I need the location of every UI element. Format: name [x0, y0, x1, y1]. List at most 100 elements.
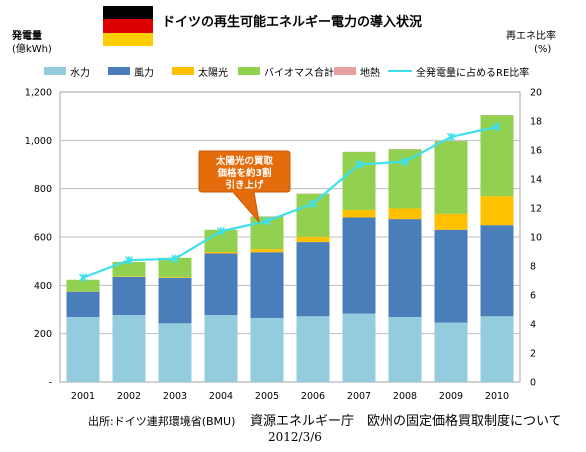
x-axis-tick-label: 2010	[485, 391, 509, 402]
legend-item-wind: 風力	[108, 64, 154, 79]
bar-segment	[158, 323, 192, 382]
legend-swatch-solar	[172, 67, 194, 75]
bar-segment	[112, 315, 146, 382]
bar-segment	[250, 249, 284, 253]
left-axis-tick-label: 600	[34, 233, 52, 244]
bar-segment	[66, 279, 100, 292]
bar-segment	[158, 277, 192, 278]
bar-segment	[66, 291, 100, 317]
legend-swatch-hydro	[44, 67, 66, 75]
legend: 水力 風力 太陽光 バイオマス合計 地熱 全発電量に占めるRE比率	[44, 64, 584, 79]
left-axis-tick-label: 400	[34, 281, 52, 292]
chart-title: ドイツの再生可能エネルギー電力の導入状況	[162, 15, 423, 30]
legend-label-geothermal: 地熱	[360, 67, 380, 79]
legend-item-solar: 太陽光	[172, 64, 228, 79]
right-axis-tick-label: 20	[530, 88, 542, 99]
right-axis-tick-label: 18	[530, 117, 542, 128]
left-axis-tick-label: -	[49, 378, 52, 389]
right-axis-label-line2: (%)	[534, 44, 552, 55]
callout-text-line2: 価格を約3割	[216, 167, 271, 179]
x-axis-tick-label: 2006	[301, 391, 325, 402]
source-note: 出所:ドイツ連邦環境省(BMU)	[88, 415, 236, 428]
legend-label-solar: 太陽光	[198, 67, 228, 79]
bar-segment	[250, 252, 284, 318]
bar-segment	[250, 317, 284, 382]
x-axis-tick-label: 2004	[209, 391, 233, 402]
bar-segment	[434, 229, 468, 323]
left-axis-label-line2: (億kWh)	[12, 44, 52, 55]
left-axis-label-line1: 発電量	[12, 31, 42, 42]
x-axis-tick-label: 2002	[117, 391, 141, 402]
bar-segment	[388, 208, 422, 220]
legend-label-hydro: 水力	[70, 67, 90, 79]
re-ratio-line-group	[78, 122, 502, 282]
callout-text-line3: 引き上げ	[225, 179, 264, 191]
callout-group: 太陽光の買取 価格を約3割 引き上げ	[198, 150, 291, 224]
x-axis-tick-label: 2001	[71, 391, 95, 402]
re-ratio-line	[82, 125, 498, 279]
bar-segment	[480, 316, 514, 382]
re-ratio-point-marker	[308, 199, 318, 208]
right-axis-tick-label: 6	[530, 291, 536, 302]
re-ratio-point-marker	[262, 216, 272, 226]
bar-segment	[112, 261, 146, 277]
bar-segment	[204, 251, 238, 254]
bars-group	[66, 115, 514, 382]
bar-segment	[66, 316, 100, 382]
bar-segment	[112, 276, 146, 316]
right-axis-tick-label: 8	[530, 262, 536, 273]
bar-segment	[342, 313, 376, 382]
right-axis-tick-label: 2	[530, 349, 536, 360]
bar-segment	[204, 315, 238, 382]
right-axis-tick-label: 14	[530, 175, 542, 186]
document-title: 資源エネルギー庁 欧州の固定価格買取制度について	[250, 414, 562, 429]
legend-item-re-ratio: 全発電量に占めるRE比率	[388, 64, 530, 79]
re-ratio-point-marker	[216, 227, 226, 236]
x-axis-tick-label: 2009	[439, 391, 463, 402]
left-axis-tick-label: 1,000	[25, 136, 52, 147]
bar-segment	[158, 257, 192, 278]
re-ratio-point-marker	[124, 256, 134, 265]
bar-segment	[342, 217, 376, 314]
flag-stripe-red	[103, 19, 153, 33]
legend-item-geothermal: 地熱	[334, 64, 380, 79]
legend-swatch-geothermal	[334, 67, 356, 75]
re-ratio-point-marker	[78, 273, 88, 282]
bar-segment	[434, 141, 468, 214]
bar-segment	[434, 213, 468, 230]
legend-swatch-wind	[108, 67, 130, 75]
legend-label-re-ratio: 全発電量に占めるRE比率	[416, 67, 530, 79]
bar-segment	[296, 242, 330, 317]
left-axis-tick-label: 200	[34, 329, 52, 340]
legend-label-wind: 風力	[134, 67, 154, 79]
bar-segment	[388, 316, 422, 382]
bar-segment	[480, 225, 514, 317]
bar-segment	[342, 209, 376, 218]
left-axis-tick-label: 800	[34, 184, 52, 195]
bar-segment	[158, 277, 192, 324]
x-axis-tick-label: 2007	[347, 391, 371, 402]
right-axis-tick-label: 10	[530, 233, 542, 244]
axes-group: - 200 400 600 800 1,000 1,200 0 2 4 6 8 10 12 14 16 18 20…	[25, 88, 542, 403]
x-axis-tick-label: 2008	[393, 391, 417, 402]
bar-segment	[296, 236, 330, 243]
right-axis-tick-label: 16	[530, 146, 542, 157]
re-ratio-point-marker	[446, 132, 456, 142]
right-axis-tick-label: 12	[530, 204, 542, 215]
flag-stripe-gold	[103, 32, 153, 46]
bar-segment	[480, 196, 514, 226]
bar-segment	[388, 219, 422, 317]
re-ratio-point-marker	[354, 160, 364, 169]
re-ratio-point-marker	[170, 254, 180, 263]
right-axis-tick-label: 4	[530, 320, 536, 331]
left-axis-tick-label: 1,200	[25, 88, 52, 99]
legend-label-biomass: バイオマス合計	[264, 67, 334, 79]
x-axis-tick-label: 2003	[163, 391, 187, 402]
x-axis-tick-label: 2005	[255, 391, 279, 402]
bar-segment	[434, 322, 468, 382]
legend-item-biomass: バイオマス合計	[238, 64, 334, 79]
legend-item-hydro: 水力	[44, 64, 90, 79]
germany-flag	[103, 6, 153, 46]
right-axis-label-line1: 再エネ比率	[506, 31, 556, 42]
